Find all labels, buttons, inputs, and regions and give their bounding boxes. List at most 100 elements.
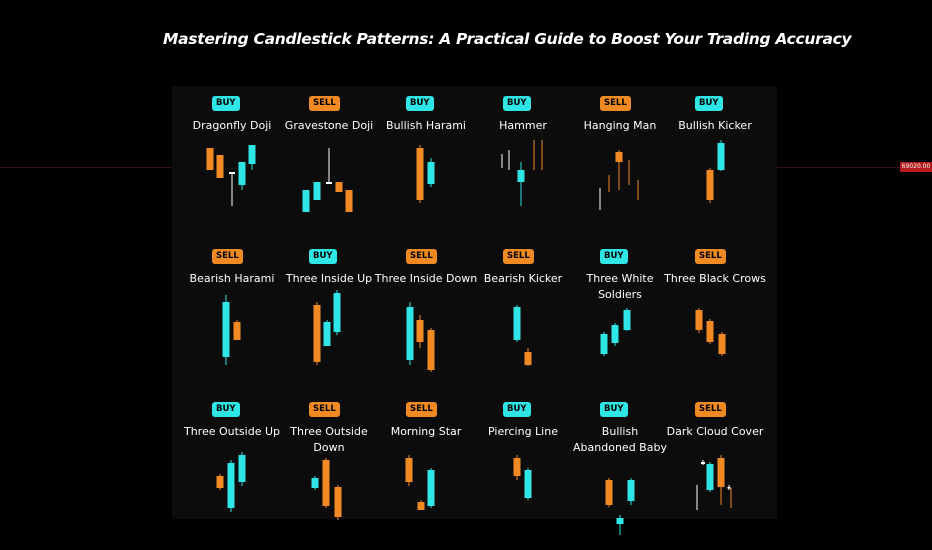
candle-body — [248, 145, 256, 164]
pattern-signal-badge: SELL — [309, 402, 340, 417]
pattern-signal-badge: BUY — [309, 249, 337, 264]
candle-body — [416, 320, 424, 342]
candle-body — [233, 322, 241, 340]
pattern-signal-badge: BUY — [212, 96, 240, 111]
pattern-chart — [405, 455, 435, 510]
candle-body — [311, 478, 319, 488]
pattern-chart — [513, 305, 532, 366]
candle-body — [406, 307, 414, 360]
pattern-name: Dragonfly Doji — [192, 119, 272, 132]
price-label: 69020.00 — [900, 162, 932, 172]
candle-body — [600, 334, 608, 354]
pattern-signal-badge: SELL — [309, 96, 340, 111]
pattern-name: Three Inside Down — [374, 272, 478, 285]
candle-body — [417, 502, 425, 510]
pattern-signal-badge: SELL — [695, 249, 726, 264]
pattern-signal-badge: BUY — [503, 96, 531, 111]
candle-body — [322, 460, 330, 506]
candle-body — [717, 143, 725, 170]
pattern-signal-badge: BUY — [406, 96, 434, 111]
pattern-signal-badge: SELL — [406, 402, 437, 417]
candle-body — [513, 458, 521, 476]
candle-body — [335, 182, 343, 192]
pattern-chart — [206, 145, 256, 206]
pattern-chart — [222, 295, 241, 365]
pattern-name: Three Black Crows — [664, 272, 766, 285]
pattern-name: Bullish Abandoned Baby — [573, 425, 667, 454]
pattern-chart — [216, 452, 246, 512]
candle-body — [615, 152, 623, 162]
pattern-name: Dark Cloud Cover — [666, 425, 764, 438]
candle-body — [313, 305, 321, 362]
pattern-chart — [599, 150, 639, 210]
candle-body — [524, 352, 532, 365]
candle-body — [611, 325, 619, 343]
candle-body — [345, 190, 353, 212]
pattern-name: Three Outside Up — [183, 425, 280, 438]
candle-body — [616, 518, 624, 524]
pattern-name: Bearish Harami — [189, 272, 275, 285]
candle-body — [206, 148, 214, 170]
candle-body — [333, 293, 341, 332]
candle-body — [623, 310, 631, 330]
pattern-chart — [706, 140, 725, 203]
pattern-signal-badge: BUY — [600, 402, 628, 417]
pattern-signal-badge: BUY — [503, 402, 531, 417]
page-title: Mastering Candlestick Patterns: A Practi… — [163, 30, 852, 48]
pattern-chart — [501, 140, 543, 206]
candle-body — [334, 487, 342, 517]
pattern-chart — [696, 455, 732, 510]
candle-body — [427, 470, 435, 506]
candle-body — [517, 170, 525, 182]
candle-body — [238, 455, 246, 482]
candle-body — [706, 321, 714, 342]
candle-body — [717, 458, 725, 487]
pattern-signal-badge: SELL — [600, 96, 631, 111]
candle-body — [524, 470, 532, 498]
pattern-name: Bullish Kicker — [678, 119, 752, 132]
pattern-chart — [695, 308, 726, 356]
pattern-chart — [311, 458, 342, 520]
pattern-name: Three Inside Up — [285, 272, 373, 285]
candle-body — [216, 155, 224, 178]
candle-body — [513, 307, 521, 340]
pattern-chart — [416, 145, 435, 203]
pattern-name: Three Outside Down — [290, 425, 368, 454]
candle-body — [323, 322, 331, 346]
pattern-name: Gravestone Doji — [284, 119, 374, 132]
pattern-chart — [605, 478, 635, 535]
pattern-name: Bearish Kicker — [483, 272, 563, 285]
candle-body — [416, 148, 424, 200]
pattern-chart — [600, 308, 631, 356]
pattern-signal-badge: BUY — [600, 249, 628, 264]
candle-body — [229, 172, 235, 174]
candle-body — [706, 170, 714, 200]
pattern-signal-badge: SELL — [212, 249, 243, 264]
pattern-name: Piercing Line — [488, 425, 558, 438]
candle-body — [695, 310, 703, 330]
pattern-name: Hammer — [499, 119, 547, 132]
candle-body — [302, 190, 310, 212]
candle-body — [313, 182, 321, 200]
pattern-name: Bullish Harami — [386, 119, 466, 132]
pattern-signal-badge: SELL — [695, 402, 726, 417]
patterns-panel — [172, 86, 777, 519]
pattern-chart — [406, 302, 435, 372]
candle-body — [701, 462, 705, 464]
pattern-chart — [302, 148, 353, 212]
pattern-signal-badge: SELL — [503, 249, 534, 264]
candle-body — [427, 330, 435, 370]
candle-body — [326, 182, 332, 184]
candle-body — [238, 162, 246, 185]
pattern-name: Hanging Man — [583, 119, 657, 132]
pattern-name: Morning Star — [390, 425, 462, 438]
candle-body — [706, 464, 714, 490]
candle-body — [405, 458, 413, 482]
pattern-signal-badge: SELL — [406, 249, 437, 264]
candle-body — [227, 463, 235, 508]
candle-body — [627, 480, 635, 501]
pattern-name: Three White Soldiers — [586, 272, 654, 301]
candle-body — [427, 162, 435, 184]
pattern-chart — [513, 455, 532, 500]
candle-body — [216, 476, 224, 488]
